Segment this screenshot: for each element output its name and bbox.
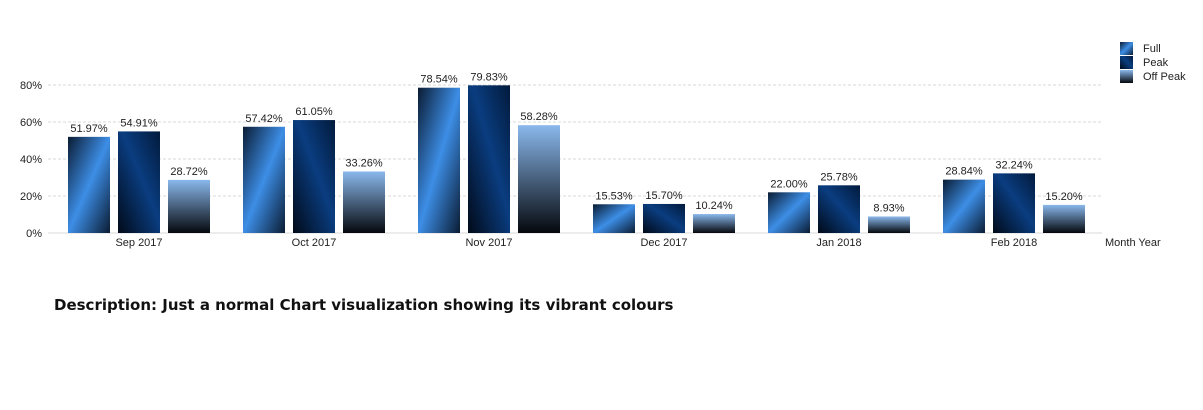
bar-off-peak (868, 216, 910, 233)
y-tick-label: 60% (20, 117, 42, 129)
data-label: 15.70% (645, 190, 683, 202)
data-label: 57.42% (245, 113, 283, 125)
chart-description: Description: Just a normal Chart visuali… (54, 296, 674, 314)
data-label: 54.91% (120, 117, 158, 129)
legend-label-off-peak: Off Peak (1143, 71, 1186, 83)
legend-swatch-peak (1120, 56, 1133, 69)
bar-off-peak (168, 179, 210, 233)
y-tick-label: 40% (20, 154, 42, 166)
x-tick-label: Dec 2017 (640, 237, 687, 249)
legend: Full Peak Off Peak (1120, 42, 1186, 83)
bar-off-peak (693, 214, 735, 233)
data-label: 78.54% (420, 74, 458, 86)
bar-peak (118, 131, 160, 233)
legend-label-full: Full (1143, 43, 1161, 55)
x-axis-title: Month Year (1105, 237, 1161, 249)
x-axis-ticks: Sep 2017 Oct 2017 Nov 2017 Dec 2017 Jan 2018… (115, 237, 1037, 249)
data-label: 33.26% (345, 157, 383, 169)
x-tick-label: Feb 2018 (991, 237, 1037, 249)
legend-swatch-off-peak (1120, 70, 1133, 83)
data-label: 51.97% (70, 123, 108, 135)
bar-off-peak (343, 171, 385, 233)
data-label: 15.53% (595, 190, 633, 202)
x-tick-label: Jan 2018 (816, 237, 861, 249)
bar-peak (293, 120, 335, 233)
data-label: 32.24% (995, 159, 1033, 171)
bar-full (943, 179, 985, 233)
data-label: 61.05% (295, 106, 333, 118)
bar-full (593, 204, 635, 233)
y-tick-label: 20% (20, 191, 42, 203)
legend-label-peak: Peak (1143, 57, 1169, 69)
data-label: 22.00% (770, 178, 808, 190)
data-label: 15.20% (1045, 191, 1083, 203)
data-label: 79.83% (470, 71, 508, 83)
data-label: 10.24% (695, 200, 733, 212)
bar-peak (643, 203, 685, 233)
x-tick-label: Oct 2017 (292, 237, 337, 249)
bar-full (768, 192, 810, 233)
bar-off-peak (1043, 204, 1085, 233)
x-tick-label: Nov 2017 (465, 237, 512, 249)
bar-full (243, 126, 285, 233)
y-tick-label: 0% (26, 228, 42, 240)
data-label: 8.93% (873, 202, 904, 214)
bar-off-peak (518, 125, 560, 233)
bar-peak (468, 85, 510, 233)
y-axis-ticks: 0% 20% 40% 60% 80% (20, 80, 42, 240)
gridlines (48, 84, 1102, 234)
bar-full (68, 136, 110, 233)
y-tick-label: 80% (20, 80, 42, 92)
bar-full (418, 87, 460, 234)
data-label: 28.72% (170, 166, 208, 178)
data-label: 25.78% (820, 171, 858, 183)
bar-peak (993, 173, 1035, 233)
bar-peak (818, 185, 860, 233)
data-label: 58.28% (520, 111, 558, 123)
bars: 51.97% 54.91% 28.72% 57.42% 61.05% 33.26% 78.5… (68, 71, 1085, 234)
legend-swatch-full (1120, 42, 1133, 55)
data-label: 28.84% (945, 166, 983, 178)
x-tick-label: Sep 2017 (115, 237, 162, 249)
